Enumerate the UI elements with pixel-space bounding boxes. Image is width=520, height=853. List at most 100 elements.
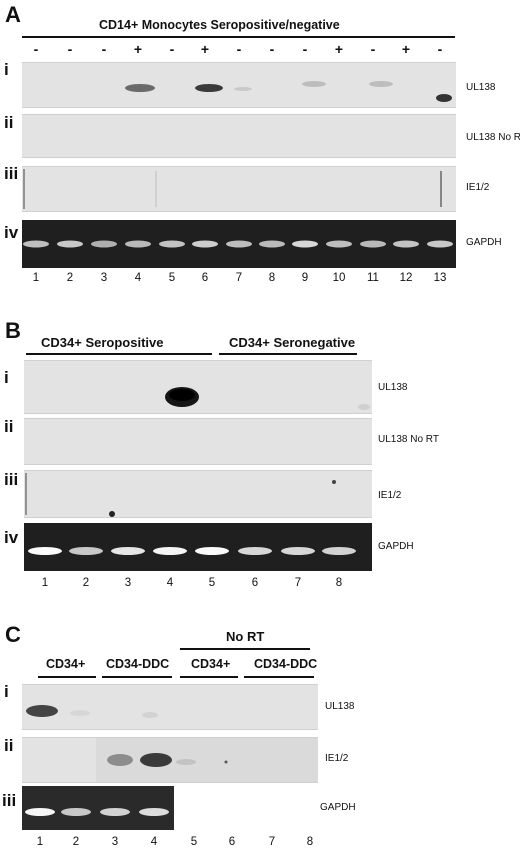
panel-b-gel-ie12 <box>24 470 372 518</box>
panel-c-row-iii-numeral: iii <box>2 791 17 810</box>
b-gapdh-svg-band-1 <box>28 547 62 555</box>
panel-a-row-iii-numeral: iii <box>4 164 19 183</box>
c-gapdh-svg-band-2 <box>61 808 91 816</box>
panel-a-lane-1: 1 <box>32 272 40 284</box>
panel-a-lane-3: 3 <box>100 272 108 284</box>
a-gapdh-svg-band-9 <box>292 240 318 248</box>
panel-b-row-i-label: UL138 <box>378 382 408 393</box>
panel-b-row-ii-numeral: ii <box>4 417 14 436</box>
panel-a-sign-lane-11: - <box>370 41 376 57</box>
panel-c-gel-ie12 <box>22 737 318 783</box>
panel-a-header: CD14+ Monocytes Seropositive/negative <box>99 18 340 32</box>
panel-a-lane-13: 13 <box>433 272 447 284</box>
c-gapdh-svg-band-3 <box>100 808 130 816</box>
panel-b-rule-seropositive <box>26 353 212 355</box>
panel-c-group-cd34-no-rt: CD34+ <box>191 657 231 671</box>
panel-b-row-iv-label: GAPDH <box>378 541 414 552</box>
panel-b-lane-1: 1 <box>41 577 49 589</box>
panel-a-sign-lane-4: + <box>133 41 143 57</box>
panel-a-gel-ie12 <box>22 166 456 212</box>
panel-a-lane-4: 4 <box>134 272 142 284</box>
panel-b-gel-ul138-no-rt <box>24 418 372 465</box>
c-gapdh-svg-band-4 <box>139 808 169 816</box>
panel-a-row-iii-label: IE1/2 <box>466 182 490 193</box>
panel-a-gel-gapdh <box>22 220 456 268</box>
panel-b-lane-4: 4 <box>166 577 174 589</box>
panel-c-rule-cd34-ddc <box>102 676 172 678</box>
panel-b-gel-ul138 <box>24 360 372 414</box>
a-gapdh-svg-band-8 <box>259 240 285 248</box>
a-gapdh-svg-band-7 <box>226 240 252 248</box>
panel-a-row-iv-numeral: iv <box>4 223 19 242</box>
panel-a-lane-8: 8 <box>268 272 276 284</box>
panel-b-row-iii-numeral: iii <box>4 470 19 489</box>
a-gapdh-svg-band-10 <box>326 240 352 248</box>
panel-c-lane-5: 5 <box>190 836 198 848</box>
panel-c-group-cd34-ddc: CD34-DDC <box>106 657 170 671</box>
panel-a-sign-lane-5: - <box>169 41 175 57</box>
panel-b-lane-7: 7 <box>294 577 302 589</box>
a-gapdh-svg-band-11 <box>360 240 386 248</box>
panel-c-lane-4: 4 <box>150 836 158 848</box>
panel-a-lane-9: 9 <box>301 272 309 284</box>
panel-c-no-rt-rule <box>180 648 310 650</box>
panel-c-lane-1: 1 <box>36 836 44 848</box>
panel-c-group-cd34-ddc-no-rt: CD34-DDC <box>254 657 318 671</box>
panel-b-lane-6: 6 <box>251 577 259 589</box>
panel-a-sign-lane-9: - <box>302 41 308 57</box>
panel-a-sign-lane-1: - <box>33 41 39 57</box>
panel-c-lane-2: 2 <box>72 836 80 848</box>
panel-b-lane-8: 8 <box>335 577 343 589</box>
panel-c-row-i-numeral: i <box>4 682 9 701</box>
panel-a-row-i-label: UL138 <box>466 82 496 93</box>
a-gapdh-svg-band-4 <box>125 240 151 248</box>
panel-b-group-seronegative: CD34+ Seronegative <box>229 335 356 350</box>
panel-b-letter: B <box>5 318 21 343</box>
panel-a-sign-lane-7: - <box>236 41 242 57</box>
panel-c-letter: C <box>5 622 21 647</box>
panel-b-row-ii-label: UL138 No RT <box>378 434 439 445</box>
panel-b-group-seropositive: CD34+ Seropositive <box>41 335 164 350</box>
panel-c-gel-ul138 <box>22 684 318 730</box>
panel-c-lane-6: 6 <box>228 836 236 848</box>
panel-c-rule-cd34-ddc-no-rt <box>244 676 314 678</box>
b-gapdh-svg-band-2 <box>69 547 103 555</box>
panel-c-rule-cd34 <box>38 676 96 678</box>
panel-a-row-ii-label: UL138 No RT <box>466 132 520 143</box>
panel-a-sign-lane-8: - <box>269 41 275 57</box>
panel-a-lane-12: 12 <box>399 272 413 284</box>
panel-a-row-ii-numeral: ii <box>4 113 14 132</box>
panel-b-row-i-numeral: i <box>4 368 9 387</box>
b-gapdh-svg-band-5 <box>195 547 229 555</box>
panel-c-group-cd34: CD34+ <box>46 657 86 671</box>
panel-c-no-rt-header: No RT <box>226 629 265 644</box>
panel-a-letter: A <box>5 2 21 27</box>
a-gapdh-svg-band-2 <box>57 240 83 248</box>
panel-a-sign-lane-10: + <box>334 41 344 57</box>
panel-a-lane-6: 6 <box>201 272 209 284</box>
panel-c-lane-3: 3 <box>111 836 119 848</box>
panel-b-lane-3: 3 <box>124 577 132 589</box>
panel-a-sign-lane-13: - <box>437 41 443 57</box>
panel-c-lane-8: 8 <box>306 836 314 848</box>
c-gapdh-svg-band-1 <box>25 808 55 816</box>
panel-c-row-ii-numeral: ii <box>4 736 14 755</box>
a-gapdh-svg-band-5 <box>159 240 185 248</box>
panel-a-sign-lane-12: + <box>401 41 411 57</box>
a-gapdh-svg-band-3 <box>91 240 117 248</box>
panel-b-rule-seronegative <box>219 353 357 355</box>
panel-c-lane-7: 7 <box>268 836 276 848</box>
b-gapdh-svg-band-6 <box>238 547 272 555</box>
panel-a-sign-lane-6: + <box>200 41 210 57</box>
a-gapdh-svg-band-1 <box>23 240 49 248</box>
panel-a-sign-lane-2: - <box>67 41 73 57</box>
panel-a-row-iv-label: GAPDH <box>466 237 502 248</box>
a-gapdh-svg-band-13 <box>427 240 453 248</box>
panel-c-row-ii-label: IE1/2 <box>325 753 349 764</box>
panel-a-lane-2: 2 <box>66 272 74 284</box>
panel-c-row-i-label: UL138 <box>325 701 355 712</box>
panel-c-gel-gapdh <box>22 786 174 830</box>
b-gapdh-svg-band-4 <box>153 547 187 555</box>
panel-a-gel-ul138 <box>22 62 456 108</box>
panel-a-lane-11: 11 <box>367 272 379 284</box>
